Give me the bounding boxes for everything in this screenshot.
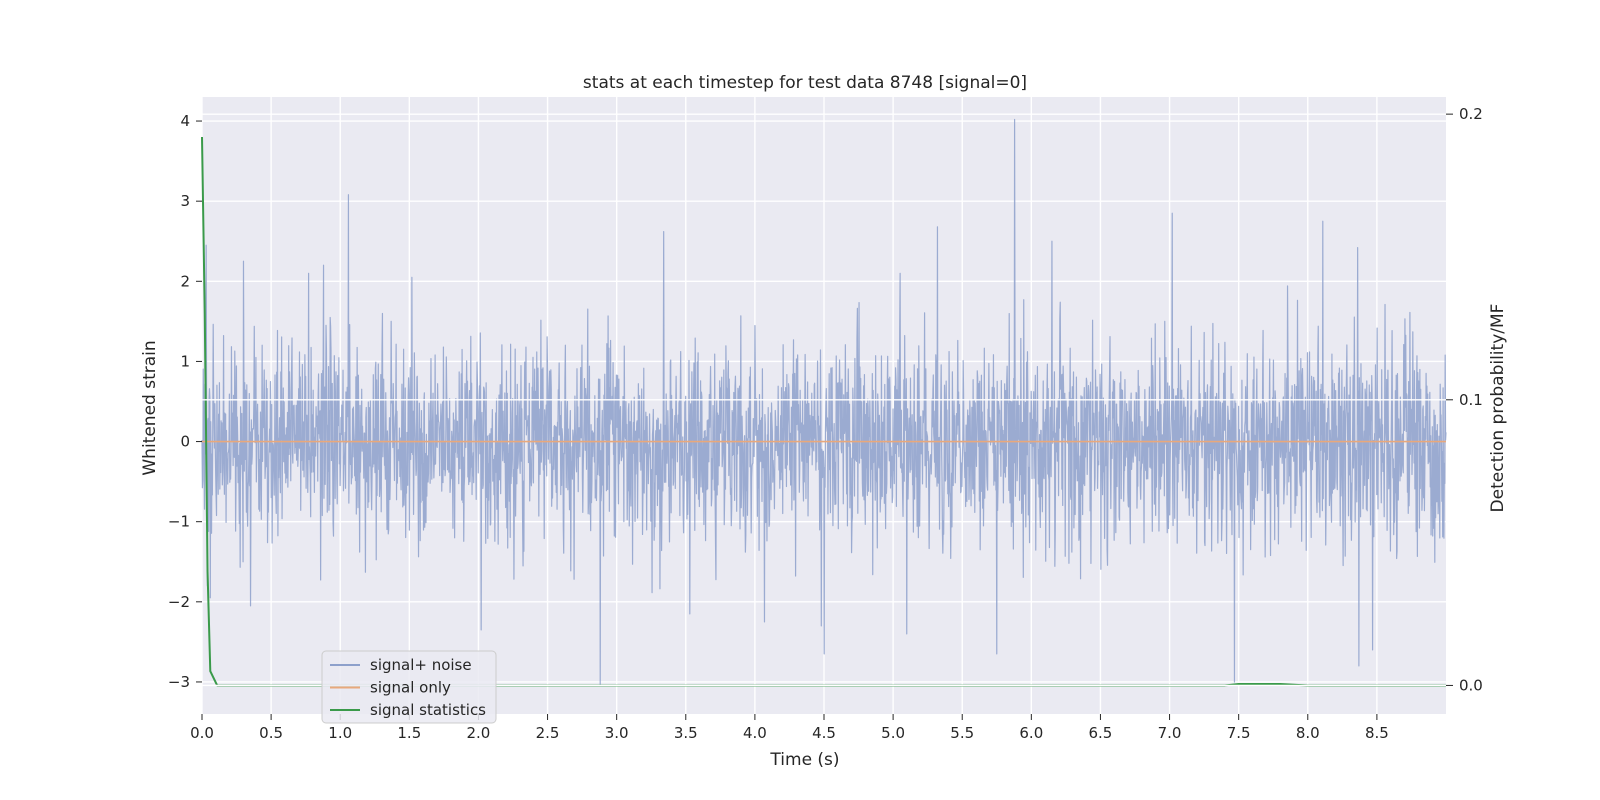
plot-area: [201, 97, 1447, 714]
y-tick-label: 4: [180, 112, 190, 130]
y2-tick-label: 0.2: [1459, 105, 1483, 123]
x-tick-label: 5.5: [950, 724, 974, 742]
y-tick-label: −2: [168, 593, 190, 611]
right-y-axis: 0.0 0.1 0.2: [1446, 105, 1483, 694]
x-tick-label: 6.5: [1089, 724, 1113, 742]
x-tick-label: 6.0: [1019, 724, 1043, 742]
y-tick-label: 3: [180, 192, 190, 210]
x-tick-label: 2.5: [536, 724, 560, 742]
legend: signal+ noise signal only signal statistic…: [321, 650, 497, 724]
x-tick-label: 1.0: [328, 724, 352, 742]
x-tick-label: 2.0: [467, 724, 491, 742]
legend-items: signal+ noise signal only signal statistic…: [330, 656, 486, 719]
right-y-axis-label: Detection probability/MF: [1488, 304, 1508, 513]
x-tick-label: 3.0: [605, 724, 629, 742]
y-tick-label: −3: [168, 673, 190, 691]
y-axis-label: Whitened strain: [140, 340, 160, 475]
x-tick-label: 7.5: [1227, 724, 1251, 742]
legend-label: signal only: [370, 679, 451, 697]
x-tick-label: 5.0: [881, 724, 905, 742]
legend-label: signal statistics: [370, 701, 486, 719]
x-tick-label: 7.0: [1158, 724, 1182, 742]
y2-tick-label: 0.0: [1459, 676, 1483, 694]
left-y-axis: −3 −2 −1 0 1 2 3 4: [168, 112, 202, 691]
legend-frame: [321, 650, 497, 724]
x-tick-label: 4.0: [743, 724, 767, 742]
y2-tick-label: 0.1: [1459, 391, 1483, 409]
y-tick-label: −1: [168, 513, 190, 531]
x-tick-label: 0.0: [190, 724, 214, 742]
x-axis-label: Time (s): [769, 750, 839, 770]
x-tick-label: 0.5: [259, 724, 283, 742]
y-tick-label: 2: [180, 272, 190, 290]
y-tick-label: 1: [180, 352, 190, 370]
x-tick-label: 3.5: [674, 724, 698, 742]
x-tick-label: 4.5: [812, 724, 836, 742]
x-tick-label: 8.0: [1296, 724, 1320, 742]
chart-title: stats at each timestep for test data 874…: [583, 73, 1027, 93]
x-axis: 0.0 0.5 1.0 1.5 2.0 2.5 3.0 3.5 4.0 4.5 5.0 5.5 6.0 6…: [190, 714, 1389, 742]
legend-label: signal+ noise: [370, 656, 472, 674]
y-tick-label: 0: [180, 433, 190, 451]
x-tick-label: 1.5: [397, 724, 421, 742]
x-tick-label: 8.5: [1365, 724, 1389, 742]
series-signal-noise-line: [201, 118, 1447, 687]
